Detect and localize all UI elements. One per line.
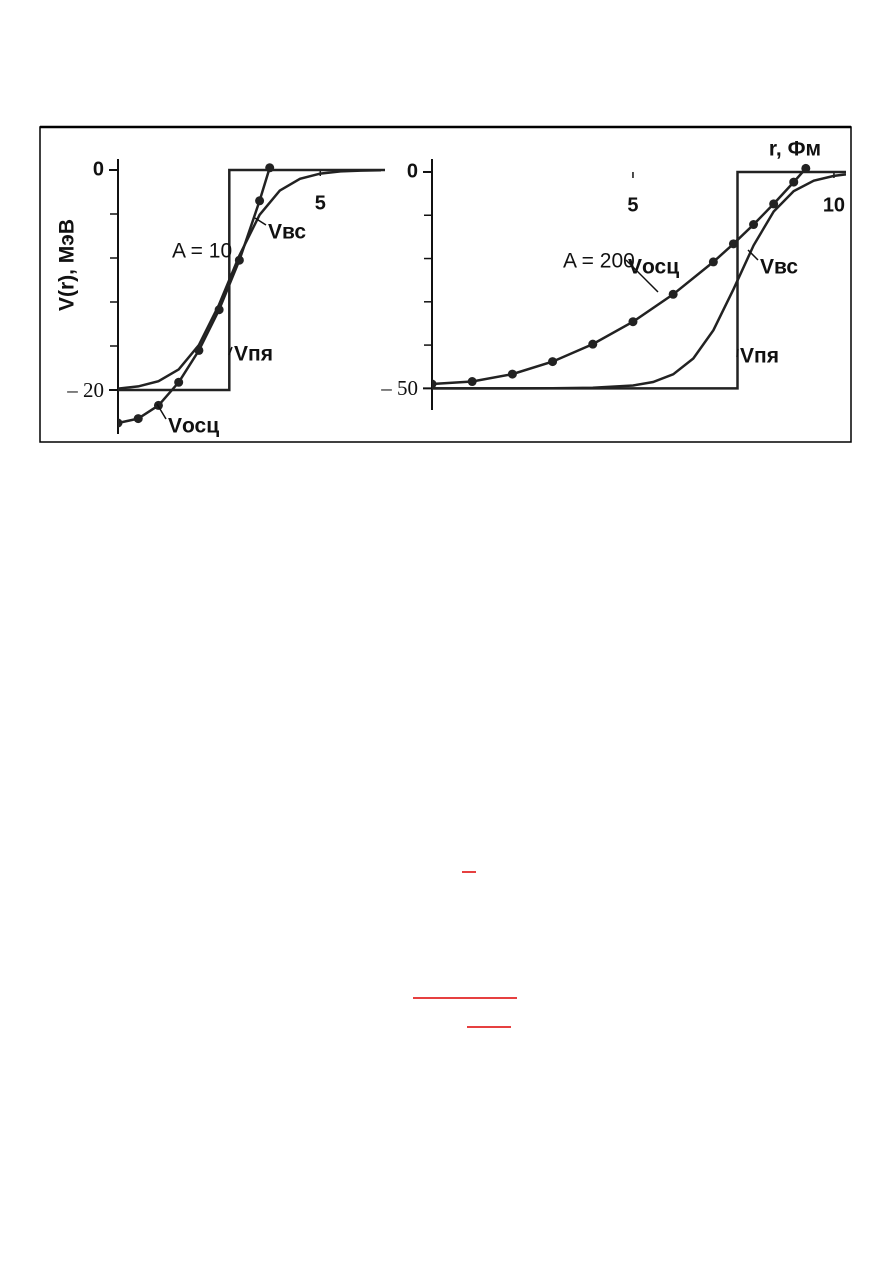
annotation: A = 200: [563, 250, 635, 273]
series-label: Vосц: [628, 256, 679, 279]
label-leader: [625, 259, 659, 293]
point: [548, 357, 558, 367]
point: [628, 317, 638, 327]
y-tick-label: – 50: [380, 376, 418, 400]
y-tick-label: 0: [93, 158, 104, 180]
series-label: Vвс: [760, 256, 798, 279]
point: [769, 199, 779, 209]
y-axis-label: V(r), МэВ: [56, 219, 79, 311]
y-tick-label: – 20: [66, 378, 104, 402]
series-label: Vосц: [168, 415, 219, 438]
x-tick-label: 5: [315, 192, 326, 214]
point: [507, 369, 517, 379]
x-tick-label: 5: [627, 194, 638, 216]
series-line: [432, 173, 846, 390]
label-leader: [254, 217, 267, 226]
y-tick-label: 0: [407, 160, 418, 182]
label-leader: [156, 403, 167, 420]
point: [432, 379, 437, 389]
point: [749, 220, 759, 230]
series-line: [432, 170, 846, 390]
point: [789, 177, 799, 187]
point: [728, 239, 738, 249]
point: [708, 257, 718, 267]
figure-frame: [39, 126, 852, 443]
series-line: [118, 168, 382, 390]
point: [668, 289, 678, 299]
point: [588, 339, 598, 349]
label-leader: [228, 346, 233, 356]
label-leader: [736, 348, 739, 358]
series-label: Vпя: [234, 343, 273, 366]
point: [133, 414, 143, 424]
series-label: Vпя: [740, 345, 779, 368]
annotation: A = 10: [172, 240, 232, 263]
series-line: [118, 168, 385, 392]
series-label: Vвс: [268, 221, 306, 244]
label-leader: [747, 249, 759, 261]
point: [801, 163, 811, 173]
point: [174, 377, 184, 387]
point: [118, 418, 123, 428]
point: [467, 377, 477, 387]
x-axis-label: r, Фм: [769, 138, 821, 161]
point: [255, 196, 265, 206]
plot-area: [432, 163, 846, 390]
x-tick-label: 10: [823, 194, 845, 216]
plot-area: [118, 163, 385, 428]
